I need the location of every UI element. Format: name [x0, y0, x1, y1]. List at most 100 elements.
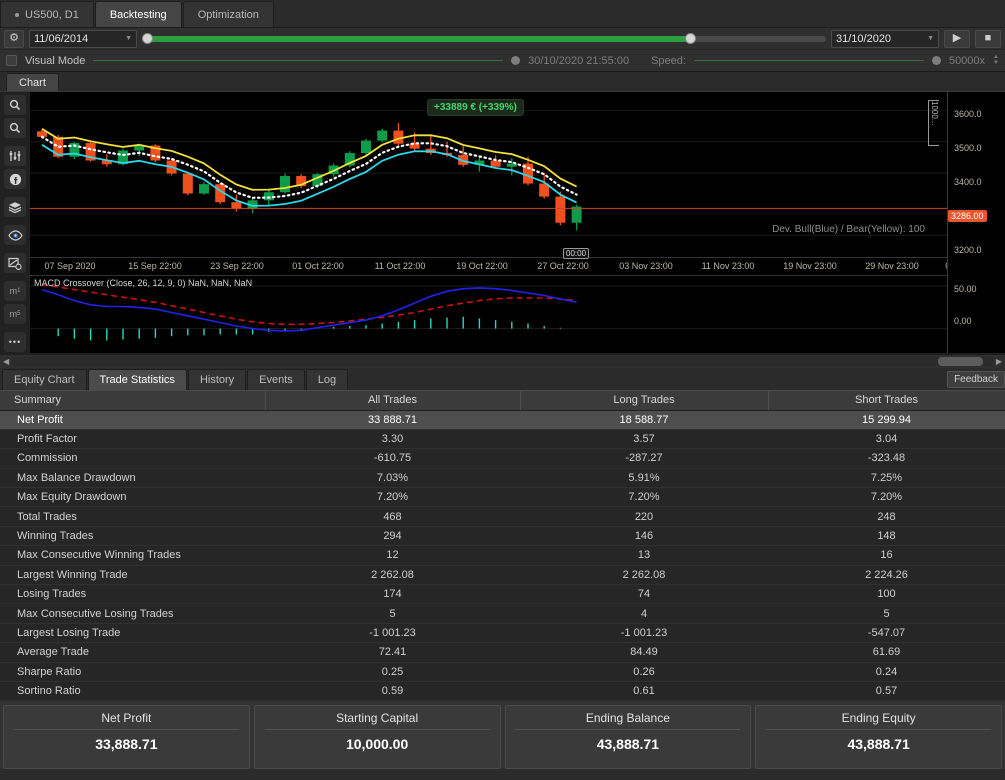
visual-mode-checkbox[interactable] — [6, 55, 17, 66]
table-row[interactable]: Commission -610.75 -287.27 -323.48 — [0, 448, 1005, 469]
table-row[interactable]: Losing Trades 174 74 100 — [0, 584, 1005, 605]
table-row[interactable]: Max Consecutive Losing Trades 5 4 5 — [0, 603, 1005, 624]
summary-cards: Net Profit 33,888.71 Starting Capital 10… — [0, 701, 1005, 770]
row-value-long: -1 001.23 — [520, 623, 768, 644]
row-value-all: -1 001.23 — [265, 623, 520, 644]
zoom-in-icon[interactable] — [4, 95, 26, 115]
feedback-button[interactable]: Feedback — [947, 371, 1005, 388]
row-label: Largest Winning Trade — [0, 565, 265, 586]
table-row[interactable]: Sharpe Ratio 0.25 0.26 0.24 — [0, 662, 1005, 682]
row-label: Max Consecutive Winning Trades — [0, 545, 265, 566]
scroll-track[interactable] — [12, 357, 993, 366]
speed-track[interactable] — [693, 60, 924, 61]
tab-log[interactable]: Log — [305, 369, 349, 390]
table-row[interactable]: Winning Trades 294 146 148 — [0, 526, 1005, 547]
row-value-all: 174 — [265, 584, 520, 605]
range-start-knob[interactable] — [142, 33, 153, 44]
tab-events[interactable]: Events — [247, 369, 305, 390]
speed-value: 50000x — [948, 54, 986, 67]
card-starting-capital-value: 10,000.00 — [345, 736, 409, 753]
visibility-icon[interactable] — [4, 225, 26, 245]
speed-knob[interactable] — [931, 56, 941, 65]
price-chart-svg — [30, 110, 947, 236]
scroll-thumb[interactable] — [937, 357, 983, 366]
objects-icon[interactable] — [4, 169, 26, 189]
column-header-short-trades[interactable]: Short Trades — [768, 391, 1005, 411]
gear-icon[interactable]: ⚙ — [4, 29, 24, 48]
macd-chart-svg — [30, 283, 947, 341]
column-header-all-trades[interactable]: All Trades — [265, 391, 521, 411]
tab-optimization-label: Optimization — [197, 8, 259, 21]
row-value-short: 5 — [768, 603, 1005, 624]
tab-history[interactable]: History — [187, 369, 247, 390]
zoom-out-icon[interactable] — [4, 118, 26, 138]
date-range-slider[interactable] — [142, 30, 826, 48]
row-value-all: 0.25 — [265, 662, 520, 682]
price-chart[interactable]: +33889 € (+339%) Dev. Bull(Blue) / Bear(… — [30, 92, 999, 275]
tab-optimization[interactable]: Optimization — [182, 1, 274, 27]
layers-icon[interactable] — [4, 197, 26, 217]
tab-equity-chart-label: Equity Chart — [14, 374, 75, 386]
row-label: Losing Trades — [0, 584, 265, 605]
table-row[interactable]: Net Profit 33 888.71 18 588.77 15 299.94 — [0, 410, 1005, 430]
macd-label: MACD Crossover (Close, 26, 12, 9, 0) NaN… — [34, 278, 253, 288]
stop-icon[interactable]: ■ — [975, 29, 1001, 48]
column-header-long-trades[interactable]: Long Trades — [520, 391, 769, 411]
tab-trade-statistics[interactable]: Trade Statistics — [87, 369, 187, 390]
more-options-icon[interactable]: ••• — [4, 332, 26, 352]
speed-stepper[interactable]: ▲ ▼ — [993, 54, 999, 66]
table-row[interactable]: Max Equity Drawdown 7.20% 7.20% 7.20% — [0, 487, 1005, 508]
row-value-long: -287.27 — [520, 448, 768, 469]
chart-horizontal-scrollbar[interactable]: ◀ ▶ — [0, 355, 1005, 368]
price-y-axis[interactable]: 3600.0 3500.0 3400.0 3200.0 3286.00 — [947, 92, 1005, 275]
card-ending-equity-title: Ending Equity — [841, 711, 916, 726]
visual-progress-track[interactable] — [93, 60, 504, 61]
visual-progress-knob[interactable] — [511, 56, 521, 65]
scroll-left-icon[interactable]: ◀ — [3, 357, 10, 366]
x-tick-10: 29 Nov 23:00 — [865, 261, 919, 271]
current-price-tag: 3286.00 — [948, 210, 987, 222]
row-label: Profit Factor — [0, 429, 265, 450]
scroll-right-icon[interactable]: ▶ — [995, 357, 1002, 366]
row-value-short: 0.57 — [768, 681, 1005, 702]
divider — [766, 729, 992, 731]
table-row[interactable]: Total Trades 468 220 248 — [0, 506, 1005, 527]
table-row[interactable]: Largest Winning Trade 2 262.08 2 262.08 2 2… — [0, 565, 1005, 586]
play-icon[interactable]: ▶ — [944, 29, 970, 48]
tab-log-label: Log — [317, 374, 337, 386]
row-label: Max Equity Drawdown — [0, 487, 265, 508]
card-starting-capital-title: Starting Capital — [336, 711, 419, 726]
table-row[interactable]: Average Trade 72.41 84.49 61.69 — [0, 642, 1005, 663]
table-row[interactable]: Largest Losing Trade -1 001.23 -1 001.23 -5… — [0, 623, 1005, 644]
range-fill — [144, 35, 690, 42]
row-value-long: 7.20% — [520, 487, 768, 508]
start-date-input[interactable]: 11/06/2014 ▼ — [29, 29, 137, 48]
chart-settings-icon[interactable] — [4, 253, 26, 273]
macd-y-axis[interactable]: 50.00 0.00 — [947, 275, 1005, 353]
tab-chart[interactable]: Chart — [6, 73, 59, 91]
row-value-all: 0.59 — [265, 681, 520, 702]
time-cursor-flag: 00:00 — [563, 248, 590, 259]
tab-backtesting[interactable]: Backtesting — [94, 1, 182, 27]
tab-us500-d1[interactable]: US500, D1 — [0, 1, 94, 27]
table-row[interactable]: Profit Factor 3.30 3.57 3.04 — [0, 429, 1005, 450]
indicators-icon[interactable] — [4, 146, 26, 166]
table-row[interactable]: Max Balance Drawdown 7.03% 5.91% 7.25% — [0, 468, 1005, 489]
column-header-summary[interactable]: Summary — [0, 391, 266, 411]
row-label: Net Profit — [0, 410, 265, 430]
tab-equity-chart[interactable]: Equity Chart — [2, 369, 87, 390]
range-end-knob[interactable] — [685, 33, 696, 44]
macd-tick-50: 50.00 — [954, 284, 977, 294]
end-date-input[interactable]: 31/10/2020 ▼ — [831, 29, 939, 48]
x-tick-8: 11 Nov 23:00 — [701, 261, 755, 271]
table-row[interactable]: Sortino Ratio 0.59 0.61 0.57 — [0, 681, 1005, 702]
price-pane[interactable]: +33889 € (+339%) Dev. Bull(Blue) / Bear(… — [30, 92, 947, 257]
table-row[interactable]: Max Consecutive Winning Trades 12 13 16 — [0, 545, 1005, 566]
row-label: Commission — [0, 448, 265, 469]
macd-pane[interactable]: MACD Crossover (Close, 26, 12, 9, 0) NaN… — [30, 275, 947, 353]
row-value-long: 2 262.08 — [520, 565, 768, 586]
y-tick-3500: 3500.0 — [954, 143, 982, 153]
row-value-all: 5 — [265, 603, 520, 624]
